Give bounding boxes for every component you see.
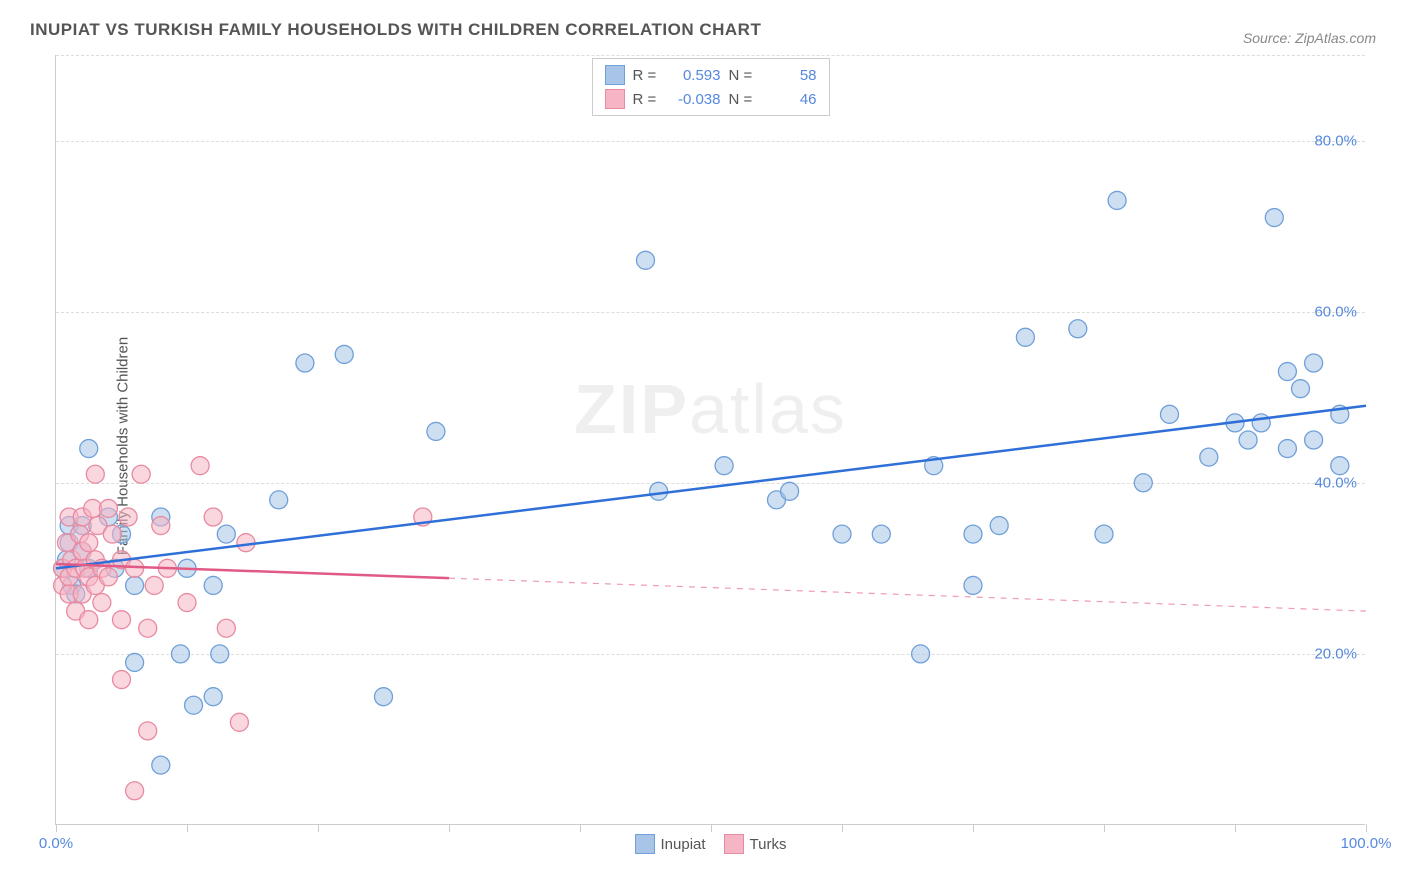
legend-item-turks: Turks: [724, 834, 787, 854]
plot-area: ZIPatlas 20.0%40.0%60.0%80.0% 0.0%100.0%…: [55, 55, 1365, 825]
swatch-turks: [605, 89, 625, 109]
scatter-svg: [56, 55, 1365, 824]
source-attribution: Source: ZipAtlas.com: [1243, 30, 1376, 46]
stats-row-turks: R = -0.038 N = 46: [605, 87, 817, 111]
stats-row-inupiat: R = 0.593 N = 58: [605, 63, 817, 87]
legend-item-inupiat: Inupiat: [635, 834, 706, 854]
stats-box: R = 0.593 N = 58 R = -0.038 N = 46: [592, 58, 830, 116]
chart-title: INUPIAT VS TURKISH FAMILY HOUSEHOLDS WIT…: [30, 20, 761, 40]
legend-swatch-turks: [724, 834, 744, 854]
chart-container: INUPIAT VS TURKISH FAMILY HOUSEHOLDS WIT…: [0, 0, 1406, 892]
legend-swatch-inupiat: [635, 834, 655, 854]
legend: Inupiat Turks: [635, 834, 787, 854]
swatch-inupiat: [605, 65, 625, 85]
